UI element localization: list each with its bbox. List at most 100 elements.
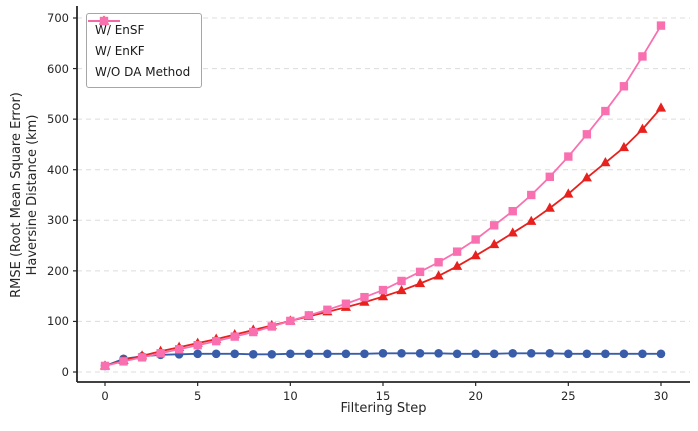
y-tick-label-600: 600 <box>47 61 69 76</box>
marker-square <box>193 340 202 350</box>
y-tick-label-300: 300 <box>47 213 69 228</box>
marker-circle <box>267 350 277 359</box>
x-tick-label-30: 30 <box>653 389 669 403</box>
marker-circle <box>526 348 536 358</box>
marker-circle <box>193 349 202 359</box>
marker-circle <box>397 348 406 358</box>
marker-circle <box>582 349 592 359</box>
marker-triangle <box>414 277 426 288</box>
y-tick-label-700: 700 <box>47 11 69 25</box>
marker-circle <box>415 348 425 358</box>
x-axis-label: Filtering Step <box>340 401 427 416</box>
marker-circle <box>378 348 388 358</box>
marker-square <box>304 311 314 320</box>
marker-square <box>360 292 369 302</box>
marker-square <box>527 190 536 200</box>
legend-label: W/ EnKF <box>95 43 145 58</box>
marker-circle <box>619 349 629 359</box>
marker-circle <box>489 349 499 359</box>
marker-triangle <box>655 102 667 112</box>
marker-circle <box>638 349 647 359</box>
marker-circle <box>248 350 258 359</box>
marker-square <box>415 267 425 277</box>
marker-square <box>619 82 629 91</box>
marker-square <box>267 322 276 331</box>
marker-square <box>211 336 221 346</box>
marker-triangle <box>470 250 481 260</box>
marker-square <box>638 52 647 61</box>
marker-square <box>434 258 443 267</box>
x-tick-label-5: 5 <box>193 389 202 403</box>
marker-circle <box>211 349 221 359</box>
marker-triangle <box>637 123 648 133</box>
marker-triangle <box>489 238 500 249</box>
x-tick-label-25: 25 <box>560 389 576 403</box>
x-tick-label-15: 15 <box>375 389 391 403</box>
y-tick-label-400: 400 <box>47 162 69 177</box>
marker-square <box>397 276 406 286</box>
marker-square <box>582 130 592 139</box>
marker-triangle <box>563 188 574 198</box>
marker-square <box>378 285 388 295</box>
x-tick-label-0: 0 <box>101 389 109 403</box>
marker-square <box>174 345 184 354</box>
marker-square <box>286 316 295 326</box>
y-axis-label-line2: Haversine Distance (km) <box>24 114 40 276</box>
marker-circle <box>434 348 443 358</box>
marker-square <box>137 353 147 362</box>
marker-triangle <box>618 141 630 152</box>
legend-item-wo-da: W/O DA Method <box>88 16 191 82</box>
marker-square <box>249 327 258 337</box>
marker-circle <box>601 349 610 359</box>
marker-square <box>323 305 332 314</box>
marker-square <box>656 21 666 30</box>
legend-sample-marker <box>99 16 109 26</box>
legend-item-enkf: W/ EnKF <box>88 15 190 61</box>
marker-triangle <box>600 157 611 167</box>
marker-square <box>230 332 239 341</box>
marker-circle <box>656 349 666 359</box>
marker-circle <box>341 349 351 359</box>
marker-triangle <box>526 215 537 225</box>
y-tick-label-100: 100 <box>47 314 69 329</box>
y-tick-label-200: 200 <box>47 263 69 278</box>
x-tick-label-20: 20 <box>468 389 483 403</box>
marker-square <box>100 361 110 371</box>
marker-triangle <box>452 260 463 270</box>
marker-circle <box>508 348 518 358</box>
legend: W/ EnSF W/ EnKF W/O DA Method <box>86 13 203 88</box>
marker-square <box>545 172 554 181</box>
marker-square <box>601 106 610 116</box>
marker-triangle <box>396 284 407 295</box>
legend-label: W/O DA Method <box>95 64 191 79</box>
legend-label: W/ EnSF <box>95 22 145 37</box>
marker-triangle <box>433 270 444 280</box>
marker-square <box>452 247 462 256</box>
marker-square <box>508 206 517 216</box>
marker-circle <box>545 348 555 358</box>
marker-circle <box>286 349 295 359</box>
legend-marker-square-icon <box>88 16 120 26</box>
y-axis-label: RMSE (Root Mean Square Error) Haversine … <box>9 5 41 385</box>
marker-circle <box>230 349 240 359</box>
marker-square <box>119 357 128 366</box>
marker-square <box>564 152 573 161</box>
marker-square <box>471 235 480 244</box>
y-axis-label-line1: RMSE (Root Mean Square Error) <box>9 92 24 298</box>
y-tick-label-0: 0 <box>61 365 69 379</box>
x-tick-label-10: 10 <box>283 389 298 403</box>
y-tick-label-500: 500 <box>47 112 69 127</box>
marker-circle <box>304 349 314 359</box>
marker-square <box>489 221 499 230</box>
marker-circle <box>564 349 573 359</box>
marker-triangle <box>581 172 592 182</box>
marker-circle <box>471 349 480 359</box>
marker-triangle <box>377 291 389 301</box>
marker-circle <box>323 349 332 359</box>
marker-square <box>341 299 351 308</box>
marker-circle <box>452 349 462 359</box>
marker-circle <box>360 349 369 359</box>
marker-triangle <box>507 227 518 237</box>
